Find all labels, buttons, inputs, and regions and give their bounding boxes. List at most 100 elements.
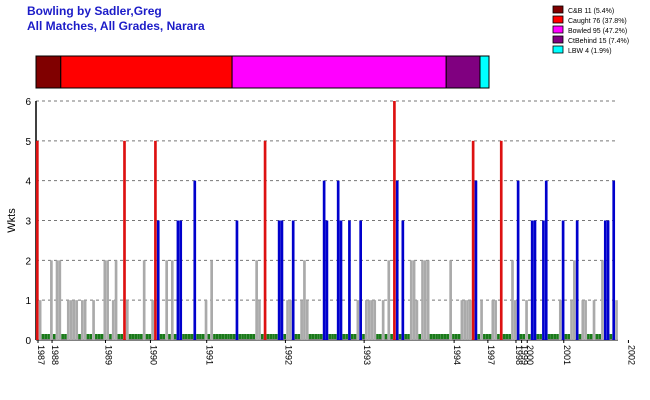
- bar-zero: [362, 334, 365, 339]
- legend-swatch: [552, 25, 564, 34]
- chart-subtitle: All Matches, All Grades, Narara: [27, 19, 205, 33]
- bar-zero: [536, 334, 540, 339]
- bar-zero: [190, 334, 194, 339]
- bar-zero: [297, 334, 301, 339]
- x-tick-label: 1998: [514, 345, 524, 365]
- bar-zero: [148, 334, 152, 339]
- bar: [66, 300, 70, 340]
- bar: [339, 220, 343, 340]
- legend-swatch: [552, 5, 564, 14]
- bar: [575, 220, 579, 340]
- bar: [491, 300, 495, 340]
- bar-zero: [457, 334, 461, 339]
- bar: [603, 220, 607, 340]
- bar: [125, 300, 129, 340]
- bar-zero: [131, 334, 135, 339]
- bar-zero: [432, 334, 436, 339]
- bar: [50, 260, 53, 340]
- bar: [255, 260, 258, 340]
- x-tick-label: 1992: [283, 345, 293, 365]
- bar: [606, 220, 610, 340]
- legend-swatch: [552, 15, 564, 24]
- bar: [409, 260, 413, 340]
- bar: [468, 300, 472, 340]
- bar: [193, 180, 197, 340]
- bar-zero: [44, 334, 48, 339]
- bar-zero: [314, 334, 318, 339]
- bar-zero: [595, 334, 599, 339]
- bar: [581, 300, 585, 340]
- x-tick-label: 2001: [562, 345, 572, 365]
- bar: [303, 260, 306, 340]
- bar-zero: [252, 334, 256, 339]
- bar: [336, 180, 340, 340]
- bar: [69, 300, 73, 340]
- bar-zero: [587, 334, 590, 339]
- bar-zero: [485, 334, 489, 339]
- bar: [92, 300, 95, 340]
- bar-zero: [78, 334, 81, 339]
- bar: [263, 140, 267, 340]
- bar-zero: [230, 334, 233, 339]
- bar-zero: [589, 334, 593, 339]
- bar: [544, 180, 548, 340]
- bar-zero: [95, 334, 98, 339]
- bar-zero: [269, 334, 273, 339]
- bar-zero: [308, 334, 312, 339]
- bar-zero: [342, 334, 346, 339]
- bar-zero: [246, 334, 250, 339]
- bar-zero: [353, 334, 357, 339]
- bar: [426, 260, 430, 340]
- bar-zero: [224, 334, 228, 339]
- bar: [401, 220, 405, 340]
- bar-zero: [488, 334, 492, 339]
- bar: [300, 300, 303, 340]
- bar-zero: [334, 334, 337, 339]
- bar-zero: [128, 334, 132, 339]
- legend-swatch: [552, 35, 564, 44]
- bar-zero: [218, 334, 222, 339]
- bar-zero: [609, 334, 613, 339]
- legend-swatch: [552, 45, 564, 54]
- bar-zero: [137, 334, 140, 339]
- bar-zero: [564, 334, 568, 339]
- bar: [592, 300, 596, 340]
- bar-zero: [134, 334, 138, 339]
- bar-zero: [350, 334, 354, 339]
- bar-zero: [452, 334, 455, 339]
- bar-zero: [260, 334, 264, 339]
- bar: [381, 300, 385, 340]
- bar-zero: [294, 334, 298, 339]
- y-tick-label: 3: [25, 217, 31, 228]
- bar-zero: [41, 334, 45, 339]
- bar: [471, 140, 475, 340]
- chart-title-block: Bowling by Sadler,Greg All Matches, All …: [27, 4, 205, 34]
- bar: [516, 180, 520, 340]
- bar-zero: [528, 334, 531, 339]
- bar-zero: [311, 334, 315, 339]
- bar-zero: [185, 334, 188, 339]
- y-axis-label: Wkts: [6, 208, 18, 233]
- bar: [494, 300, 497, 340]
- bar-zero: [502, 334, 506, 339]
- bar-zero: [89, 334, 93, 339]
- bar-zero: [162, 334, 166, 339]
- bar: [235, 220, 239, 340]
- bar: [615, 300, 618, 340]
- bar: [387, 260, 391, 340]
- bar-zero: [221, 334, 225, 339]
- bar-zero: [384, 334, 388, 339]
- bar-zero: [331, 334, 334, 339]
- bar-zero: [443, 334, 447, 339]
- bar: [558, 300, 562, 340]
- bar-zero: [238, 334, 242, 339]
- bar: [179, 220, 183, 340]
- bar-zero: [446, 334, 450, 339]
- bar-zero: [328, 334, 332, 339]
- bar: [356, 300, 360, 340]
- bar-zero: [550, 334, 554, 339]
- bar-zero: [120, 334, 124, 339]
- bar: [364, 300, 368, 340]
- legend-entry: CtBehind 15 (7.4%): [568, 38, 629, 45]
- x-tick-label: 1993: [362, 345, 372, 365]
